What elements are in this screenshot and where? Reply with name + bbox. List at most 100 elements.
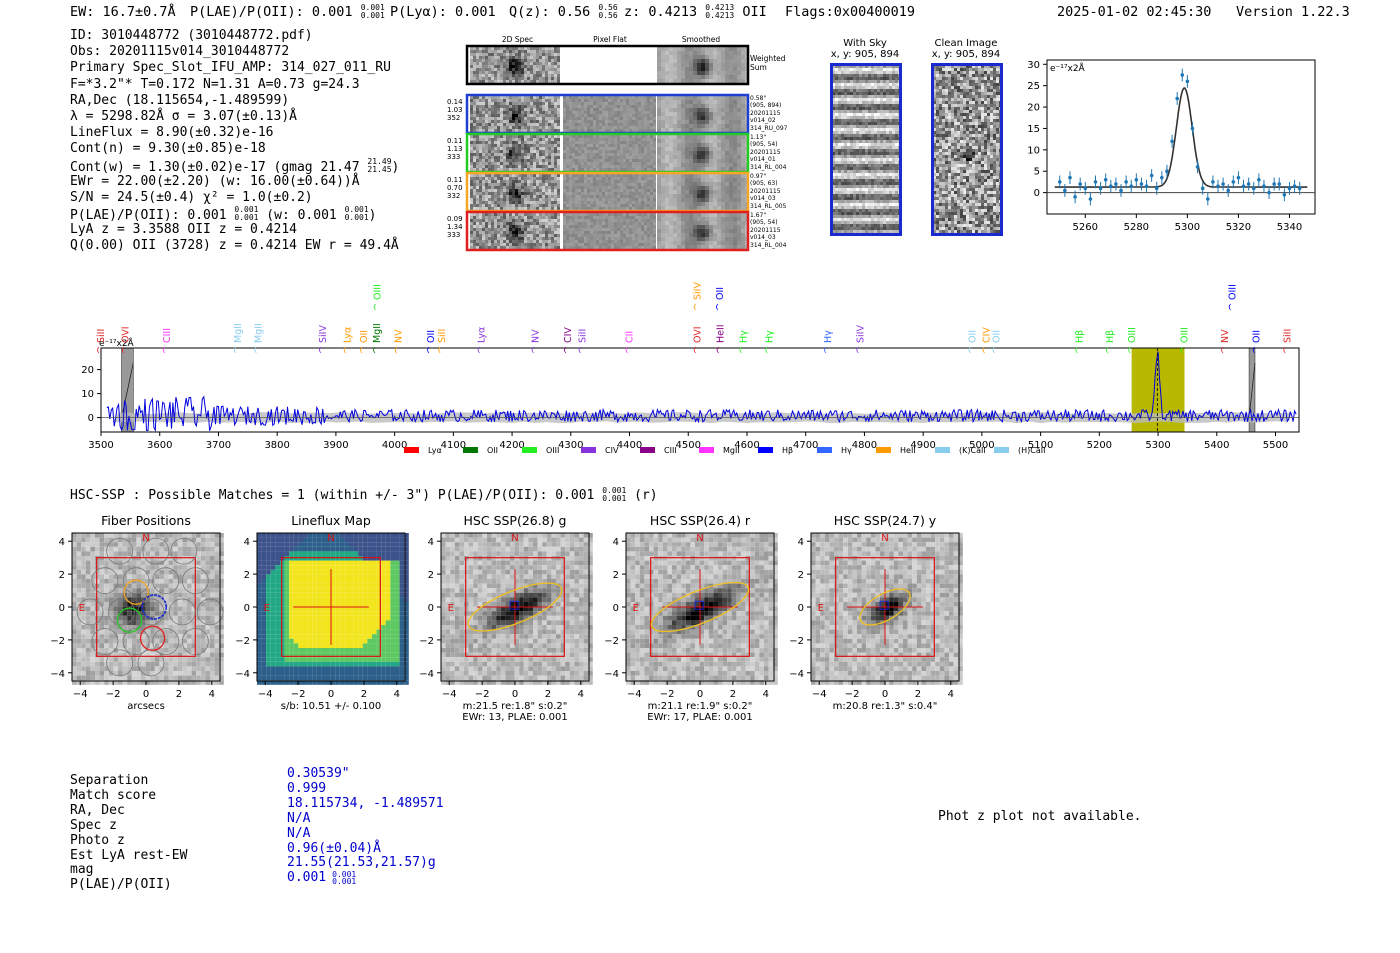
cutout-pixel — [647, 195, 650, 198]
cutout-pixel — [539, 74, 542, 77]
cutout-pixel — [599, 174, 602, 177]
cutout-pixel — [563, 240, 566, 243]
cutout-pixel — [557, 204, 560, 207]
cutout-pixel — [503, 71, 506, 74]
cutout-pixel — [479, 123, 482, 126]
cutout-pixel — [494, 150, 497, 153]
sky-pixel — [856, 125, 859, 128]
cutout-pixel — [681, 190, 685, 194]
sky-pixel — [832, 143, 835, 146]
cutout-pixel — [527, 204, 530, 207]
cutout-pixel — [701, 217, 705, 221]
cutout-pixel — [563, 213, 566, 216]
cutout-pixel — [551, 150, 554, 153]
cutout-pixel — [657, 151, 661, 155]
cutout-pixel — [705, 63, 709, 67]
cutout-pixel — [551, 168, 554, 171]
cutout-pixel — [497, 156, 500, 159]
cutout-pixel — [485, 141, 488, 144]
cutout-pixel — [533, 141, 536, 144]
sky-pixel — [850, 92, 853, 95]
cutout-pixel — [709, 143, 713, 147]
cutout-pixel — [737, 51, 741, 55]
cutout-pixel — [661, 67, 665, 71]
cutout-pixel — [620, 162, 623, 165]
cutout-pixel — [563, 102, 566, 105]
cutout-pixel — [713, 79, 717, 83]
cutout-pixel — [473, 165, 476, 168]
sky-pixel — [886, 131, 889, 134]
cutout-pixel — [653, 99, 656, 102]
cutout-pixel — [578, 180, 581, 183]
cutout-pixel — [641, 237, 644, 240]
sky-pixel — [862, 122, 865, 125]
cutout-pixel — [563, 99, 566, 102]
cutout-pixel — [476, 177, 479, 180]
cutout-pixel — [697, 245, 701, 249]
cutout-pixel — [488, 162, 491, 165]
sky-pixel — [856, 86, 859, 89]
cutout-pixel — [605, 219, 608, 222]
cutout-pixel — [661, 202, 665, 206]
cutout-pixel — [629, 165, 632, 168]
cutout-pixel — [644, 231, 647, 234]
cutout-pixel — [617, 243, 620, 246]
cutout-pixel — [693, 128, 697, 132]
cutout-pixel — [503, 77, 506, 80]
cutout-pixel — [551, 114, 554, 117]
cutout-pixel — [632, 183, 635, 186]
cutout-pixel — [506, 96, 509, 99]
cutout-pixel — [638, 153, 641, 156]
cutout-pixel — [539, 153, 542, 156]
sky-pixel — [832, 101, 835, 104]
cutout-pixel — [677, 100, 681, 104]
cutout-pixel — [701, 71, 705, 75]
sky-pixel — [880, 95, 883, 98]
cutout-pixel — [539, 47, 542, 50]
cutout-pixel — [479, 201, 482, 204]
sky-pixel — [892, 131, 895, 134]
cutout-pixel — [485, 213, 488, 216]
cutout-pixel — [647, 117, 650, 120]
sky-pixel — [853, 104, 856, 107]
cutout-pixel — [500, 198, 503, 201]
cutout-pixel — [741, 100, 745, 104]
cutout-pixel — [587, 156, 590, 159]
cutout-pixel — [575, 174, 578, 177]
cutout-pixel — [515, 195, 518, 198]
cutout-pixel — [602, 225, 605, 228]
cutout-pixel — [539, 228, 542, 231]
cutout-pixel — [506, 77, 509, 80]
cutout-pixel — [733, 194, 737, 198]
cutout-pixel — [623, 183, 626, 186]
cutout-pixel — [626, 246, 629, 249]
cutout-pixel — [614, 159, 617, 162]
cutout-pixel — [623, 213, 626, 216]
cutout-pixel — [488, 56, 491, 59]
cutout-pixel — [500, 225, 503, 228]
cutout-pixel — [542, 123, 545, 126]
cutout-pixel — [497, 207, 500, 210]
sky-pixel — [847, 92, 850, 95]
cutout-pixel — [512, 59, 515, 62]
cutout-pixel — [548, 47, 551, 50]
cutout-pixel — [641, 177, 644, 180]
sky-pixel — [868, 68, 871, 71]
cutout-pixel — [647, 234, 650, 237]
cutout-pixel — [677, 186, 681, 190]
cutout-pixel — [638, 144, 641, 147]
cutout-pixel — [737, 135, 741, 139]
cutout-pixel — [500, 47, 503, 50]
cutout-pixel — [701, 135, 705, 139]
cutout-pixel — [479, 189, 482, 192]
cutout-pixel — [482, 156, 485, 159]
cutout-pixel — [527, 102, 530, 105]
cutout-pixel — [545, 120, 548, 123]
cutout-pixel — [536, 123, 539, 126]
sky-pixel — [832, 86, 835, 89]
cutout-pixel — [685, 143, 689, 147]
cutout-pixel — [509, 186, 512, 189]
cutout-pixel — [542, 165, 545, 168]
cutout-pixel — [593, 201, 596, 204]
cutout-pixel — [512, 138, 515, 141]
